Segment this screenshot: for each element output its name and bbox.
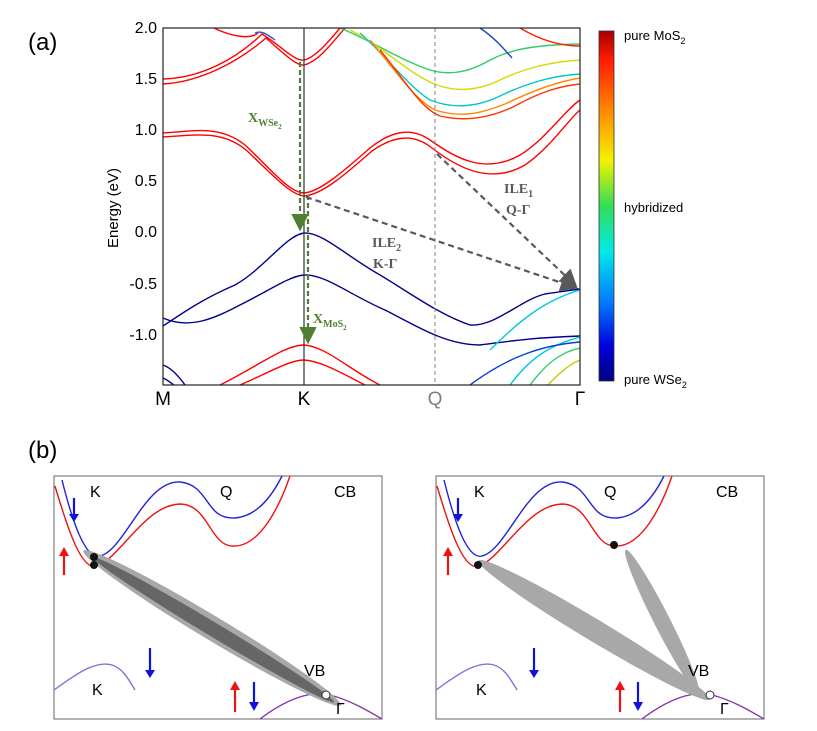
label-k-bottom-left: K	[92, 682, 103, 699]
label-k-bottom-right: K	[476, 682, 487, 699]
k-point-labels: M K Q Γ	[155, 389, 585, 410]
schematic-right: K Q CB K VB Γ	[435, 475, 765, 720]
band-vb-lower	[163, 364, 186, 385]
spin-up-arrow-head	[230, 681, 240, 690]
label-gamma-right: Γ	[720, 701, 729, 718]
spin-arrows-left	[59, 498, 259, 712]
label-cb-right: CB	[716, 484, 738, 501]
k-label-m: M	[155, 389, 171, 410]
spin-down-arrow-head	[453, 514, 463, 522]
cb-red-left	[54, 475, 291, 568]
band-cb-min-2	[163, 109, 580, 197]
ile2-path-label: K-Γ	[373, 257, 398, 272]
band-cb-upper-2	[163, 28, 346, 85]
ile-ellipse-k-right	[478, 559, 710, 701]
spin-down-arrow-head	[633, 702, 643, 711]
y-tick-label: -1.0	[129, 327, 157, 344]
band-hybrid-4	[369, 39, 580, 115]
label-vb-left: VB	[304, 663, 325, 680]
y-tick-label: 0.0	[135, 224, 157, 241]
spin-down-arrow-head	[529, 670, 539, 678]
spin-down-arrow-head	[69, 514, 79, 522]
cb-red-right	[436, 475, 673, 568]
band-vb-lower-2	[163, 377, 175, 385]
label-gamma-left: Γ	[336, 701, 345, 718]
band-hybrid-blue	[479, 28, 513, 59]
label-q-right: Q	[604, 484, 616, 501]
band-hybrid-red	[519, 28, 580, 47]
panel-b-label: (b)	[28, 437, 57, 464]
spin-up-arrow-head	[443, 547, 453, 556]
ile-ellipse-q-right	[624, 549, 700, 693]
colorbar-mid-label: hybridized	[624, 200, 683, 215]
colorbar-top-label: pure MoS2	[624, 28, 685, 46]
plot-frame	[162, 27, 581, 386]
ile1-label: ILE1	[504, 182, 533, 200]
electron-dot-k-right	[474, 561, 482, 569]
band-lower-red-1	[219, 344, 381, 385]
band-gamma-cyan-1	[489, 289, 580, 351]
label-q-left: Q	[220, 484, 232, 501]
ile-ellipse-dark-left	[93, 557, 335, 703]
panel-a-label: (a)	[28, 29, 57, 56]
band-gamma-yellow	[547, 359, 580, 385]
x-mos2-label: XMoS2	[313, 312, 347, 332]
schematic-right-frame	[435, 475, 765, 720]
electron-dot-q-right	[610, 541, 618, 549]
ile1-path-label: Q-Γ	[506, 203, 531, 218]
x-wse2-label: XWSe2	[248, 111, 282, 131]
band-vb-second	[163, 274, 580, 346]
spin-down-arrow-head	[249, 702, 259, 711]
band-gamma-blue	[469, 341, 580, 385]
schematic-left-frame	[53, 475, 383, 720]
k-label-k: K	[298, 389, 311, 410]
ile1-arrow	[436, 153, 578, 288]
ile2-label: ILE2	[372, 236, 401, 254]
y-tick-label: -0.5	[129, 276, 157, 293]
label-cb-left: CB	[334, 484, 356, 501]
cb-blue-right	[443, 475, 665, 557]
label-k-top-right: K	[474, 484, 485, 501]
y-tick-label: 1.5	[135, 71, 157, 88]
electron-dot-left-2	[90, 561, 98, 569]
band-hybrid-1	[339, 28, 580, 74]
cb-blue-left	[61, 475, 283, 557]
band-hybrid-2	[349, 29, 580, 91]
hole-dot-left	[321, 690, 331, 700]
y-tick-label: 0.5	[135, 173, 157, 190]
y-tick-label: 1.0	[135, 122, 157, 139]
spin-arrows-right	[443, 498, 643, 712]
spin-up-arrow-head	[59, 547, 69, 556]
band-cb-min-1	[163, 99, 580, 194]
band-vb-top	[163, 232, 580, 327]
hole-dot-right	[705, 690, 715, 700]
vb-k-right	[435, 663, 518, 691]
band-gamma-green	[529, 347, 580, 385]
y-tick-labels: 2.0 1.5 1.0 0.5 0.0 -0.5 -1.0	[129, 20, 157, 344]
band-cb-upper-1	[163, 28, 341, 80]
k-label-q: Q	[428, 389, 443, 410]
colorbar	[598, 30, 615, 382]
band-cb-top-blue	[254, 31, 276, 41]
schematic-left: K Q CB K VB Γ	[53, 475, 383, 720]
y-tick-label: 2.0	[135, 20, 157, 37]
k-label-gamma: Γ	[575, 389, 585, 410]
y-axis-label: Energy (eV)	[105, 168, 122, 248]
ile2-arrow	[305, 195, 579, 292]
spin-up-arrow-head	[615, 681, 625, 690]
band-cb-top	[213, 28, 259, 38]
spin-down-arrow-head	[145, 670, 155, 678]
colorbar-bottom-label: pure WSe2	[624, 372, 687, 390]
electron-dot-left-1	[90, 553, 98, 561]
band-hybrid-5	[379, 49, 580, 120]
label-vb-right: VB	[688, 663, 709, 680]
vb-k-left	[53, 663, 136, 691]
label-k-top-left: K	[90, 484, 101, 501]
band-gamma-cyan-2	[509, 336, 580, 385]
